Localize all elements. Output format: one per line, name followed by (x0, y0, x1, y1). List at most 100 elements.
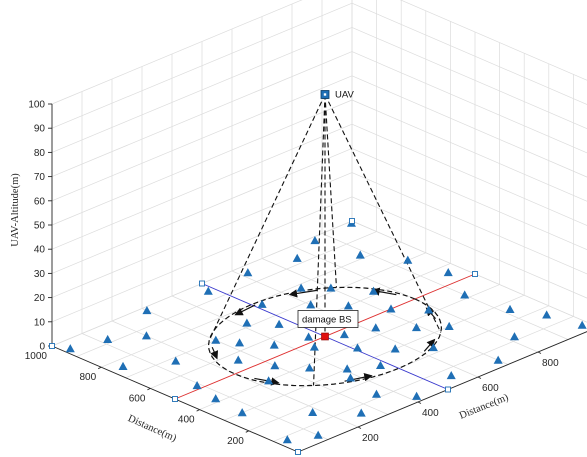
user-marker (269, 340, 279, 349)
x-tick-mark (357, 426, 362, 429)
boundary-marker (349, 218, 355, 224)
wall-grid-line (51, 75, 353, 202)
y-tick-label: 1000 (25, 351, 48, 362)
user-marker (282, 435, 292, 444)
z-tick-label: 50 (34, 221, 46, 232)
x-tick-label: 600 (482, 383, 499, 394)
data-marks (49, 90, 587, 455)
user-marker (270, 361, 280, 370)
plot-overlay (174, 94, 476, 400)
user-marker (313, 430, 323, 439)
user-marker (103, 334, 113, 343)
user-marker (375, 360, 386, 370)
movement-arrow (234, 304, 256, 316)
user-marker (353, 343, 363, 352)
y-tick-label: 400 (178, 415, 195, 426)
y-tick-mark (245, 430, 250, 433)
user-marker (343, 301, 353, 310)
x-axis-line (297, 331, 587, 453)
x-tick-mark (417, 401, 422, 404)
y-tick-mark (147, 387, 151, 391)
z-axis-label: UAV-Altitude(m) (10, 173, 21, 247)
user-marker (446, 371, 456, 380)
user-marker (118, 361, 128, 370)
wall-grid-line (51, 99, 353, 226)
user-marker (509, 332, 519, 341)
z-tick-label: 0 (39, 342, 45, 353)
user-marker (412, 391, 422, 400)
user-marker (371, 323, 381, 332)
cone-edge-line (324, 94, 338, 288)
user-marker (65, 344, 75, 353)
user-marker (355, 250, 365, 259)
user-marker (371, 389, 381, 398)
wall-grid-line (399, 0, 587, 81)
wall-grid-line (51, 2, 353, 129)
floor-grid-line (351, 220, 587, 323)
user-marker (542, 310, 552, 319)
user-marker (403, 255, 413, 264)
z-tick-label: 40 (34, 245, 46, 256)
floor-grid-line (297, 331, 587, 453)
wall-grid-line (51, 123, 353, 250)
wall-grid-line (351, 2, 587, 105)
boundary-marker (445, 386, 451, 393)
user-marker (243, 268, 253, 277)
cone-edge-line (312, 94, 326, 386)
x-tick-label: 200 (362, 433, 379, 444)
user-marker (428, 343, 438, 352)
user-marker (326, 283, 336, 292)
user-marker (237, 408, 247, 417)
y-tick-mark (196, 409, 200, 412)
x-tick-mark (477, 376, 482, 379)
user-marker (304, 332, 314, 341)
user-marker (505, 304, 515, 313)
user-marker (444, 321, 454, 330)
user-marker (274, 319, 284, 328)
damage-bs-box (297, 310, 359, 328)
movement-arrow (371, 287, 397, 296)
user-marker (142, 306, 152, 315)
user-marker (264, 376, 274, 385)
user-marker (305, 363, 315, 372)
wall-grid-line (351, 99, 587, 202)
user-marker (171, 356, 181, 365)
user-marker (443, 268, 453, 277)
x-tick-label: 800 (542, 358, 559, 369)
user-marker (242, 318, 252, 327)
user-marker (235, 338, 245, 347)
wall-grid-line (51, 27, 353, 153)
user-marker (192, 381, 202, 390)
user-marker (460, 290, 470, 299)
wall-grid-line (351, 51, 587, 154)
movement-arrow (423, 338, 436, 352)
user-marker (342, 364, 352, 373)
user-marker (390, 344, 400, 353)
wall-grid-line (51, 148, 353, 274)
uav-marker-center (323, 93, 327, 96)
z-tick-label: 60 (34, 196, 46, 207)
user-marker (310, 236, 320, 245)
y-tick-label: 600 (129, 393, 146, 404)
user-marker (257, 299, 267, 308)
z-tick-label: 80 (34, 148, 46, 159)
x-axis-label: Distance(m) (458, 392, 511, 422)
x-tick-mark (537, 351, 542, 354)
x-tick-label: 400 (422, 408, 439, 419)
z-tick-label: 70 (34, 172, 46, 183)
user-marker (308, 407, 318, 417)
user-marker (211, 335, 221, 344)
z-tick-label: 20 (34, 293, 46, 304)
wall-grid-line (351, 75, 587, 178)
user-marker (493, 355, 503, 364)
uav-label: UAV (335, 90, 354, 101)
user-marker (386, 304, 396, 313)
user-marker (368, 286, 378, 295)
z-tick-label: 30 (34, 269, 46, 280)
user-marker (356, 408, 366, 417)
boundary-marker (172, 396, 178, 402)
wall-grid-line (51, 51, 353, 177)
cone-edge-line (208, 94, 326, 341)
y-axis-label: Distance(m) (126, 413, 178, 444)
damage-bs-label: damage BS (302, 315, 352, 326)
